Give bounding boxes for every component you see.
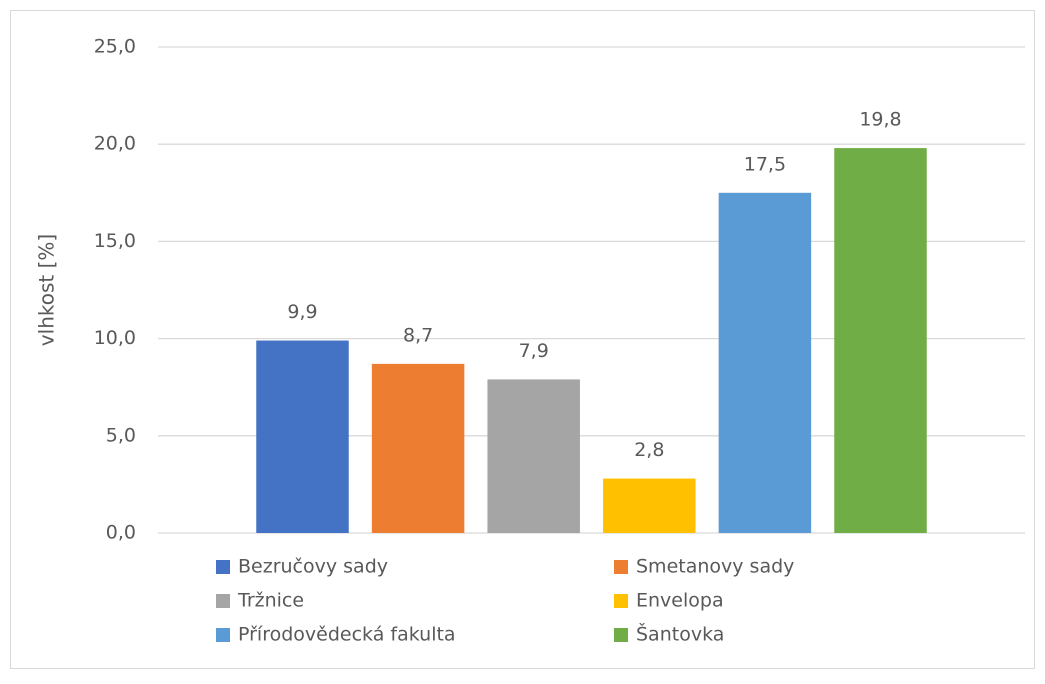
legend-label: Bezručovy sady bbox=[238, 556, 388, 578]
legend-swatch bbox=[614, 560, 628, 574]
legend-label: Přírodovědecká fakulta bbox=[238, 624, 456, 646]
bar bbox=[256, 340, 349, 533]
legend-label: Šantovka bbox=[636, 622, 724, 646]
bar bbox=[834, 148, 927, 533]
legend-swatch bbox=[216, 628, 230, 642]
bar bbox=[718, 192, 812, 534]
legend-swatch bbox=[614, 594, 628, 608]
y-tick-label: 10,0 bbox=[94, 327, 136, 349]
bar bbox=[487, 379, 580, 533]
y-tick-label: 20,0 bbox=[94, 133, 136, 155]
data-label: 2,8 bbox=[634, 439, 664, 461]
y-tick-label: 25,0 bbox=[94, 36, 136, 58]
legend-label: Envelopa bbox=[636, 590, 724, 612]
data-label: 7,9 bbox=[519, 340, 549, 362]
data-label: 9,9 bbox=[287, 301, 317, 323]
y-tick-label: 15,0 bbox=[94, 230, 136, 252]
data-label: 19,8 bbox=[859, 109, 901, 131]
data-label: 8,7 bbox=[403, 324, 433, 346]
legend-swatch bbox=[216, 560, 230, 574]
legend-label: Smetanovy sady bbox=[636, 556, 794, 578]
bar bbox=[371, 363, 465, 533]
data-label: 17,5 bbox=[744, 153, 786, 175]
legend-swatch bbox=[614, 628, 628, 642]
y-tick-label: 0,0 bbox=[106, 522, 136, 544]
bar bbox=[603, 478, 696, 533]
legend-label: Tržnice bbox=[237, 590, 304, 612]
y-tick-label: 5,0 bbox=[106, 424, 136, 446]
legend-swatch bbox=[216, 594, 230, 608]
y-axis-label: vlhkost [%] bbox=[35, 234, 59, 346]
